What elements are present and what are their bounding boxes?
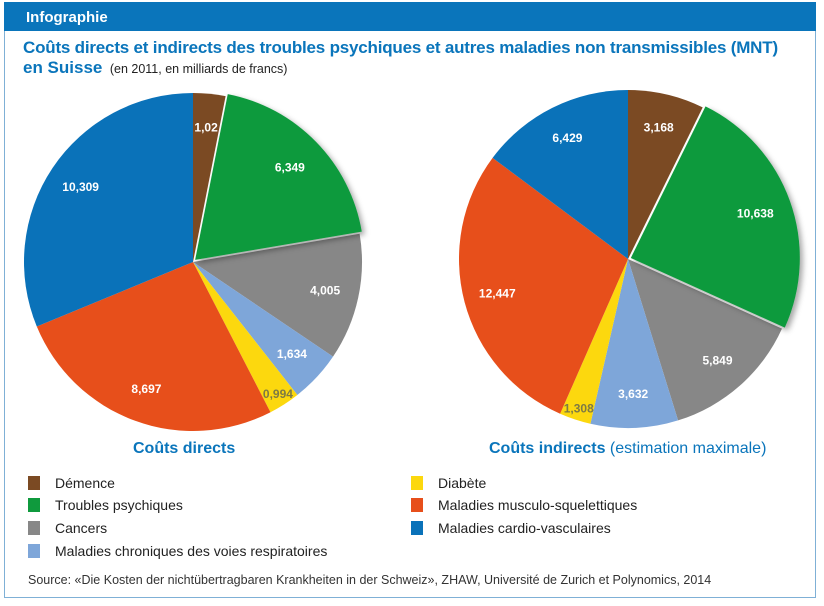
pie-label-maladies-cardio-vasculaires: 10,309 xyxy=(62,180,99,194)
legend-swatch xyxy=(411,498,423,512)
pie-direct-costs: 1,02 6,349 4,005 1,634 0,994 8,697 10,309 xyxy=(24,93,362,431)
legend-label: Diabète xyxy=(438,475,487,491)
pie-slice-troubles-psychiques xyxy=(630,106,800,328)
pie-slice-maladies-musculo-squelettiques xyxy=(36,262,271,431)
caption-indirect-bold: Coûts indirects xyxy=(489,440,606,457)
legend-label: Maladies musculo-squelettiques xyxy=(438,497,638,513)
chart-subtitle: (en 2011, en milliards de francs) xyxy=(109,62,288,76)
header-bar: Infographie xyxy=(4,2,816,31)
pie-label-cancers: 5,849 xyxy=(702,353,732,367)
header-title: Infographie xyxy=(26,9,108,26)
legend-label: Troubles psychiques xyxy=(55,497,183,513)
pie-label-diabete: 0,994 xyxy=(263,387,293,401)
pie-label-demence: 1,02 xyxy=(194,120,218,134)
pie-label-troubles-psychiques: 10,638 xyxy=(737,206,774,220)
pie-label-maladies-chroniques-des-voies-respiratoires: 3,632 xyxy=(618,387,648,401)
chart-title: Coûts directs et indirects des troubles … xyxy=(23,38,778,57)
legend-swatch xyxy=(28,476,40,490)
legend-item-demence: Démence xyxy=(28,475,115,491)
pie-slice-maladies-chroniques-des-voies-respiratoires xyxy=(193,262,334,395)
legend-label: Cancers xyxy=(55,520,108,536)
legend-item-voies-respiratoires: Maladies chroniques des voies respiratoi… xyxy=(28,543,327,559)
pie-label-demence: 3,168 xyxy=(644,120,674,134)
legend-item-cancers: Cancers xyxy=(28,520,107,536)
pie-label-cancers: 4,005 xyxy=(310,284,340,298)
pie-slice-maladies-cardio-vasculaires xyxy=(24,93,194,327)
legend-swatch xyxy=(28,498,40,512)
caption-indirect-costs: Coûts indirects (estimation maximale) xyxy=(489,440,766,458)
pie-label-troubles-psychiques: 6,349 xyxy=(275,161,305,175)
pie-indirect-costs: 3,168 10,638 5,849 3,632 1,308 12,447 6,429 xyxy=(459,90,800,428)
legend-swatch xyxy=(28,544,40,558)
legend-item-musculo-squelettiques: Maladies musculo-squelettiques xyxy=(411,497,637,513)
legend-item-diabete: Diabète xyxy=(411,475,486,491)
source-citation: Source: «Die Kosten der nichtübertragbar… xyxy=(28,573,712,587)
pie-slice-maladies-chroniques-des-voies-respiratoires xyxy=(590,259,679,428)
pie-slice-cancers xyxy=(193,233,362,357)
pie-label-maladies-musculo-squelettiques: 8,697 xyxy=(131,382,161,396)
legend-item-troubles-psychiques: Troubles psychiques xyxy=(28,497,183,513)
pie-slice-maladies-musculo-squelettiques xyxy=(459,157,628,414)
pie-slice-cancers xyxy=(628,259,782,421)
pie-slice-troubles-psychiques xyxy=(195,94,362,260)
legend-swatch xyxy=(28,521,40,535)
pie-label-maladies-cardio-vasculaires: 6,429 xyxy=(552,131,582,145)
pie-slice-demence xyxy=(628,90,703,259)
pie-label-maladies-chroniques-des-voies-respiratoires: 1,634 xyxy=(277,347,307,361)
legend-swatch xyxy=(411,476,423,490)
pie-label-maladies-musculo-squelettiques: 12,447 xyxy=(479,286,516,300)
legend-label: Démence xyxy=(55,475,115,491)
legend-label: Maladies cardio-vasculaires xyxy=(438,520,611,536)
pie-slice-maladies-cardio-vasculaires xyxy=(492,90,628,259)
chart-title-location: en Suisse xyxy=(23,58,103,77)
pie-label-diabete: 1,308 xyxy=(564,401,594,415)
legend-label: Maladies chroniques des voies respiratoi… xyxy=(55,543,328,559)
legend-item-cardio-vasculaires: Maladies cardio-vasculaires xyxy=(411,520,611,536)
pie-slice-diabete xyxy=(560,259,628,424)
caption-direct-bold: Coûts directs xyxy=(133,440,236,457)
pie-slice-diabete xyxy=(193,262,298,413)
pie-slice-demence xyxy=(193,93,226,262)
legend-swatch xyxy=(411,521,423,535)
chart-title-line2: en Suisse (en 2011, en milliards de fran… xyxy=(23,58,287,78)
caption-indirect-note: (estimation maximale) xyxy=(609,440,767,457)
caption-direct-costs: Coûts directs xyxy=(133,440,235,458)
